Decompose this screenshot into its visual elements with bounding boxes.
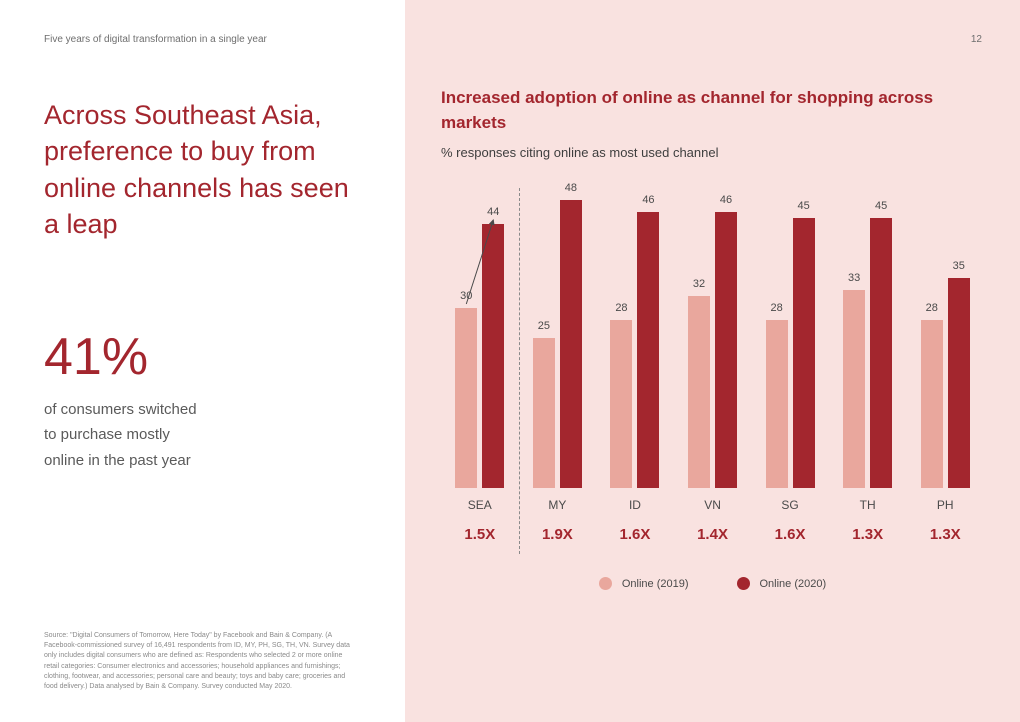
category-row: SEAMYIDVNSGTHPH	[441, 498, 984, 512]
bar: 28	[766, 320, 788, 488]
multiplier-row: 1.5X1.9X1.6X1.4X1.6X1.3X1.3X	[441, 526, 984, 543]
bar: 46	[637, 212, 659, 488]
legend-label: Online (2020)	[760, 578, 827, 590]
category-label: PH	[906, 498, 984, 512]
bar-group: 2548	[519, 188, 597, 488]
legend-swatch-icon	[737, 577, 750, 590]
legend-label: Online (2019)	[622, 578, 689, 590]
bar-group: 3345	[829, 188, 907, 488]
bars-container: 3044254828463246284533452835	[441, 188, 984, 488]
right-panel: 12 Increased adoption of online as chann…	[405, 0, 1020, 722]
bar-group: 3044	[441, 188, 519, 488]
chart-title: Increased adoption of online as channel …	[441, 86, 984, 135]
multiplier-label: 1.4X	[674, 526, 752, 543]
category-label: SEA	[441, 498, 519, 512]
bar-group: 3246	[674, 188, 752, 488]
bar-value-label: 45	[797, 200, 809, 212]
bar: 35	[948, 278, 970, 488]
source-text: Source: "Digital Consumers of Tomorrow, …	[44, 631, 365, 692]
multiplier-label: 1.9X	[519, 526, 597, 543]
stat-caption-line: of consumers switched	[44, 397, 365, 423]
bar: 30	[455, 308, 477, 488]
legend-item: Online (2020)	[737, 577, 827, 590]
bar: 28	[610, 320, 632, 488]
section-title: Five years of digital transformation in …	[44, 34, 365, 45]
bar-value-label: 48	[565, 182, 577, 194]
headline: Across Southeast Asia, preference to buy…	[44, 97, 365, 243]
category-label: ID	[596, 498, 674, 512]
bar-group: 2845	[751, 188, 829, 488]
left-panel: Five years of digital transformation in …	[0, 0, 405, 722]
legend: Online (2019) Online (2020)	[441, 577, 984, 590]
bar-value-label: 46	[642, 194, 654, 206]
multiplier-label: 1.6X	[751, 526, 829, 543]
legend-swatch-icon	[599, 577, 612, 590]
bar: 45	[793, 218, 815, 488]
category-label: MY	[519, 498, 597, 512]
stat-caption-line: online in the past year	[44, 448, 365, 474]
bar-value-label: 35	[953, 260, 965, 272]
bar-value-label: 28	[615, 302, 627, 314]
legend-item: Online (2019)	[599, 577, 689, 590]
bar: 45	[870, 218, 892, 488]
category-label: SG	[751, 498, 829, 512]
divider-line	[519, 188, 520, 554]
bar: 33	[843, 290, 865, 488]
bar: 32	[688, 296, 710, 488]
bar-value-label: 45	[875, 200, 887, 212]
bar-value-label: 32	[693, 278, 705, 290]
chart-area: 3044254828463246284533452835 SEAMYIDVNSG…	[441, 188, 984, 553]
bar: 28	[921, 320, 943, 488]
page-number: 12	[971, 34, 982, 45]
bar-value-label: 30	[460, 290, 472, 302]
stat-caption: of consumers switched to purchase mostly…	[44, 397, 365, 474]
bar: 48	[560, 200, 582, 488]
multiplier-label: 1.6X	[596, 526, 674, 543]
multiplier-label: 1.3X	[906, 526, 984, 543]
bar-group: 2846	[596, 188, 674, 488]
category-label: TH	[829, 498, 907, 512]
bar-value-label: 33	[848, 272, 860, 284]
bar-value-label: 28	[926, 302, 938, 314]
bar-group: 2835	[906, 188, 984, 488]
bar: 44	[482, 224, 504, 488]
bar-value-label: 28	[770, 302, 782, 314]
category-label: VN	[674, 498, 752, 512]
bar-value-label: 44	[487, 206, 499, 218]
stat-caption-line: to purchase mostly	[44, 422, 365, 448]
multiplier-label: 1.5X	[441, 526, 519, 543]
chart-subtitle: % responses citing online as most used c…	[441, 145, 984, 160]
bar-value-label: 25	[538, 320, 550, 332]
bar: 25	[533, 338, 555, 488]
stat-percentage: 41%	[44, 331, 365, 383]
multiplier-label: 1.3X	[829, 526, 907, 543]
bar: 46	[715, 212, 737, 488]
bar-value-label: 46	[720, 194, 732, 206]
stat-block: 41% of consumers switched to purchase mo…	[44, 331, 365, 474]
